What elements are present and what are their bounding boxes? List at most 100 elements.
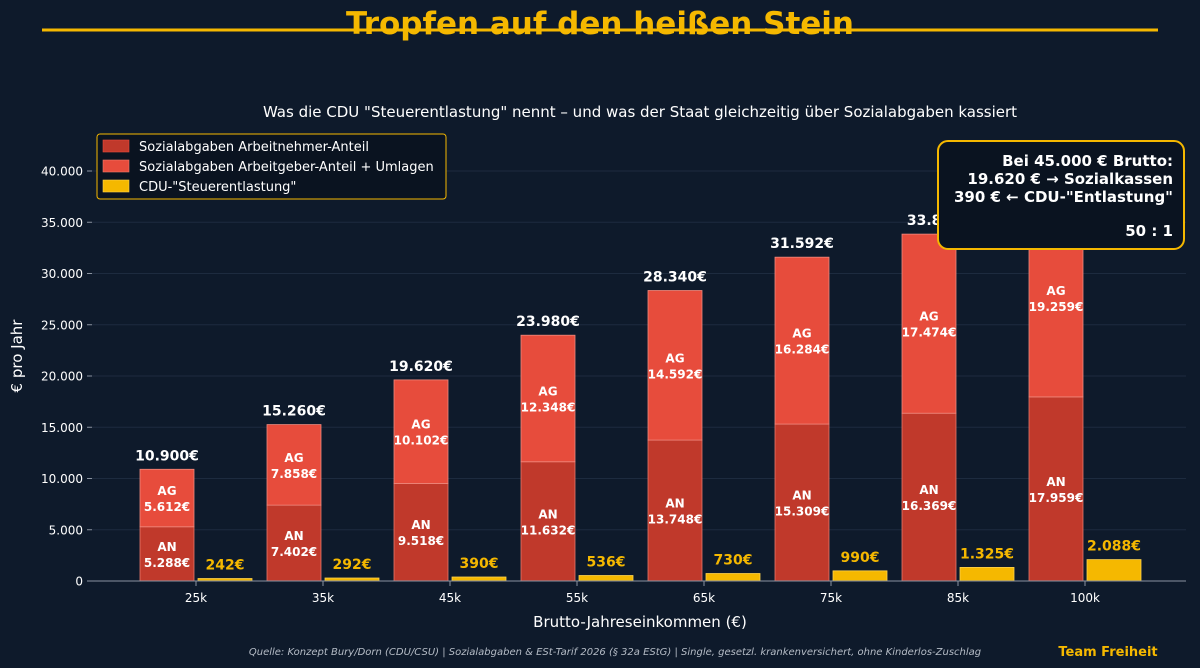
- bar-an-short: AN: [157, 540, 176, 554]
- y-tick-label: 15.000: [41, 421, 83, 435]
- y-tick-label: 40.000: [41, 165, 83, 179]
- bar-ag-label: 10.102€: [394, 434, 449, 448]
- bar-cdu-label: 2.088€: [1087, 539, 1141, 555]
- y-tick-label: 30.000: [41, 267, 83, 281]
- chart-title: Tropfen auf den heißen Stein: [346, 6, 854, 42]
- x-tick-label: 75k: [820, 591, 842, 605]
- bar-ag-short: AG: [1046, 284, 1065, 298]
- bar-total-label: 31.592€: [770, 236, 834, 252]
- legend-label-an: Sozialabgaben Arbeitnehmer-Anteil: [139, 140, 369, 155]
- callout-frame: [937, 140, 1185, 250]
- bar-ag-short: AG: [538, 384, 557, 398]
- bar-ag: [139, 468, 195, 528]
- bar-ag-label: 19.259€: [1029, 300, 1084, 314]
- bar-ag: [647, 290, 703, 441]
- bar-an-label: 16.369€: [902, 499, 957, 513]
- bar-cdu: [451, 576, 507, 582]
- callout-box: Bei 45.000 € Brutto: 19.620 € → Sozialka…: [937, 140, 1185, 250]
- bar-an-label: 7.402€: [271, 545, 317, 559]
- bar-cdu: [832, 570, 888, 582]
- bar-ag-short: AG: [157, 484, 176, 498]
- brand-label: Team Freiheit: [1058, 645, 1157, 660]
- bar-an-short: AN: [538, 507, 557, 521]
- bar-ag: [901, 233, 957, 414]
- bar-an-short: AN: [665, 497, 684, 511]
- bar-ag-short: AG: [919, 310, 938, 324]
- bar-an: [647, 439, 703, 582]
- bar-an-short: AN: [1046, 475, 1065, 489]
- x-axis-label: Brutto-Jahreseinkommen (€): [533, 613, 747, 631]
- callout-line3: 390 € ← CDU-"Entlastung": [954, 188, 1173, 206]
- x-tick-label: 100k: [1070, 591, 1100, 605]
- bar-ag-short: AG: [411, 418, 430, 432]
- bar-an-short: AN: [411, 518, 430, 532]
- bar-cdu: [1086, 559, 1142, 582]
- bar-total-label: 23.980€: [516, 314, 580, 330]
- bar-an-label: 5.288€: [144, 556, 190, 570]
- x-tick-label: 25k: [185, 591, 207, 605]
- legend-swatch-cdu: [102, 179, 130, 193]
- x-tick-label: 85k: [947, 591, 969, 605]
- bar-an: [774, 423, 830, 582]
- bar-an-label: 13.748€: [648, 513, 703, 527]
- legend-label-ag: Sozialabgaben Arbeitgeber-Anteil + Umlag…: [139, 160, 434, 175]
- bar-ag-short: AG: [792, 327, 811, 341]
- y-axis: 0 5.000 10.000 15.000 20.000 25.000 30.000 35.0…: [41, 165, 92, 589]
- legend-swatch-ag: [102, 159, 130, 173]
- bar-ag: [393, 379, 449, 484]
- y-axis-label: € pro Jahr: [8, 319, 26, 393]
- bar-total-label: 15.260€: [262, 404, 326, 420]
- bar-cdu-label: 390€: [460, 556, 499, 572]
- bar-total-label: 19.620€: [389, 359, 453, 375]
- source-note: Quelle: Konzept Bury/Dorn (CDU/CSU) | So…: [249, 647, 981, 658]
- bar-an-label: 9.518€: [398, 534, 444, 548]
- x-axis: 25k 35k 45k 55k 65k 75k 85k 100k: [92, 580, 1186, 605]
- bar-ag-label: 12.348€: [521, 400, 576, 414]
- bar-ag-label: 7.858€: [271, 467, 317, 481]
- legend: Sozialabgaben Arbeitnehmer-Anteil Sozial…: [96, 133, 447, 200]
- bar-cdu: [705, 573, 761, 582]
- bar-cdu-label: 990€: [841, 550, 880, 566]
- bar-ag-short: AG: [284, 451, 303, 465]
- legend-swatch-an: [102, 139, 130, 153]
- callout-line1: Bei 45.000 € Brutto:: [1002, 152, 1173, 170]
- bar-total-label: 28.340€: [643, 270, 707, 286]
- bar-ag: [774, 256, 830, 425]
- bar-an: [1028, 396, 1084, 582]
- bar-an-label: 17.959€: [1029, 491, 1084, 505]
- bar-an: [266, 504, 322, 582]
- y-tick-label: 25.000: [41, 318, 83, 332]
- y-tick-label: 10.000: [41, 472, 83, 486]
- y-tick-label: 0: [75, 575, 83, 589]
- bars: AN 5.288€ AG 5.612€ 10.900€ 242€ AN 7.402€ AG 7.8…: [135, 199, 1142, 582]
- bar-an-short: AN: [284, 529, 303, 543]
- bar-cdu-label: 292€: [333, 557, 372, 573]
- bar-total-label: 10.900€: [135, 448, 199, 464]
- bar-ag-label: 5.612€: [144, 500, 190, 514]
- bar-an-label: 11.632€: [521, 523, 576, 537]
- chart-subtitle: Was die CDU "Steuerentlastung" nennt – u…: [263, 103, 1017, 121]
- x-tick-label: 55k: [566, 591, 588, 605]
- legend-label-cdu: CDU-"Steuerentlastung": [139, 180, 296, 195]
- x-tick-label: 65k: [693, 591, 715, 605]
- bar-cdu: [959, 567, 1015, 582]
- bar-cdu-label: 1.325€: [960, 546, 1014, 562]
- bar-ag-label: 16.284€: [775, 343, 830, 357]
- bar-ag-label: 17.474€: [902, 326, 957, 340]
- bar-an-label: 15.309€: [775, 505, 830, 519]
- callout-line2: 19.620 € → Sozialkassen: [967, 170, 1173, 188]
- bar-an: [393, 483, 449, 582]
- bar-an-short: AN: [919, 483, 938, 497]
- bar-ag: [266, 424, 322, 506]
- x-tick-label: 45k: [439, 591, 461, 605]
- bar-ag: [520, 334, 576, 463]
- x-tick-label: 35k: [312, 591, 334, 605]
- y-tick-label: 5.000: [49, 523, 83, 537]
- callout-ratio: 50 : 1: [1125, 222, 1173, 240]
- bar-ag-label: 14.592€: [648, 367, 703, 381]
- bar-cdu-label: 242€: [206, 558, 245, 574]
- y-tick-label: 35.000: [41, 216, 83, 230]
- bar-cdu-label: 536€: [587, 555, 626, 571]
- bar-an: [520, 461, 576, 582]
